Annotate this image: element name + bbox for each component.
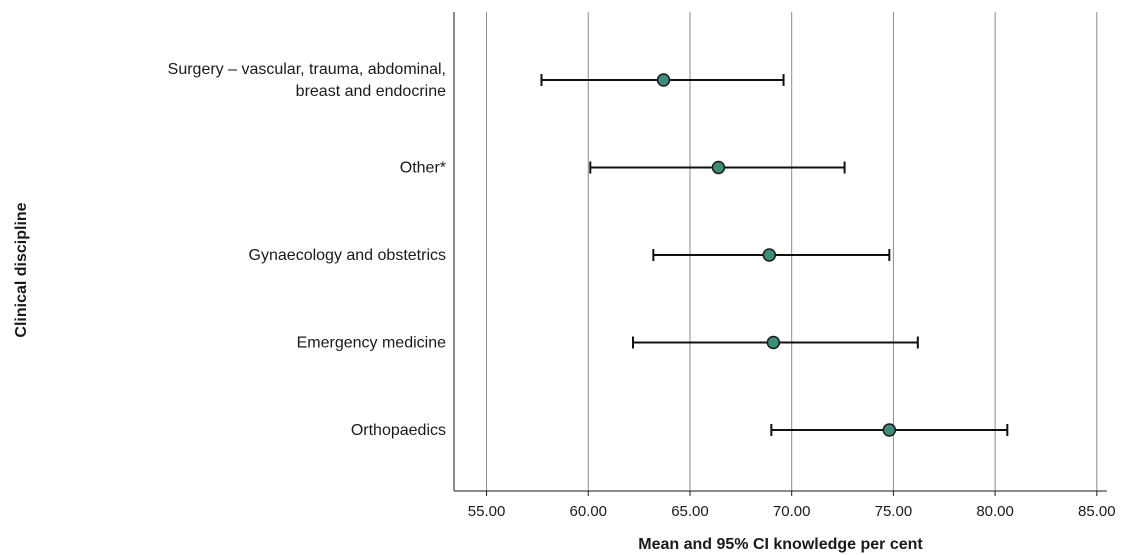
category-label-4: Orthopaedics (351, 422, 446, 439)
mean-point-2 (762, 248, 777, 262)
mean-point-1 (711, 160, 726, 175)
x-tick-label-3: 70.00 (773, 503, 811, 520)
category-label-3: Emergency medicine (297, 335, 447, 352)
x-tick-label-2: 65.00 (671, 503, 709, 520)
x-tick-label-1: 60.00 (569, 503, 607, 520)
category-label-1: Other* (400, 160, 446, 177)
mean-point-0 (656, 73, 671, 87)
x-tick-label-4: 75.00 (875, 503, 913, 520)
mean-point-4 (882, 423, 897, 437)
y-axis-title: Clinical discipline (13, 202, 30, 337)
x-axis-ticks: 55.00 60.00 65.00 70.00 75.00 80.00 85.00 (468, 491, 1116, 520)
category-label-2: Gynaecology and obstetrics (249, 247, 446, 264)
mean-point-3 (766, 335, 781, 350)
error-bars (540, 73, 1009, 437)
category-label-0-line-1: breast and endocrine (296, 83, 446, 100)
vertical-gridlines (486, 12, 1098, 491)
x-tick-label-6: 85.00 (1078, 503, 1116, 520)
category-label-0-line-0: Surgery – vascular, trauma, abdominal, (168, 61, 446, 78)
category-labels: Surgery – vascular, trauma, abdominal, br… (168, 61, 446, 439)
x-tick-label-5: 80.00 (976, 503, 1014, 520)
x-tick-label-0: 55.00 (468, 503, 506, 520)
x-axis-title: Mean and 95% CI knowledge per cent (638, 536, 923, 553)
